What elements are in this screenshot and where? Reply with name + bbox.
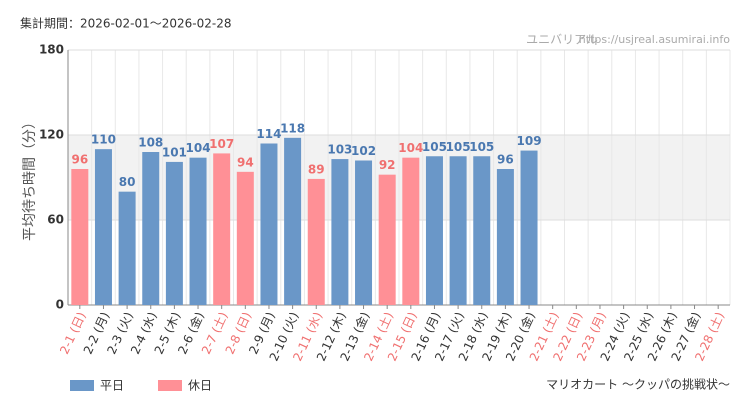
bar <box>284 137 302 305</box>
bar <box>496 169 514 305</box>
y-tick-label: 0 <box>56 298 64 312</box>
value-label: 105 <box>422 140 447 154</box>
source: ユニバリアル <box>526 33 598 47</box>
value-label: 105 <box>469 140 494 154</box>
y-tick-label: 60 <box>47 213 64 227</box>
bar <box>425 156 443 305</box>
bar <box>402 157 420 305</box>
bar <box>473 156 491 305</box>
bar <box>449 156 467 305</box>
legend-swatch <box>158 380 182 391</box>
bar <box>118 191 136 305</box>
value-label: 94 <box>237 155 254 169</box>
value-label: 92 <box>379 158 396 172</box>
bar <box>142 152 160 305</box>
legend-swatch <box>70 380 94 391</box>
bar <box>189 157 207 305</box>
legend-label: 休日 <box>188 379 212 393</box>
value-label: 110 <box>91 133 116 147</box>
bar <box>236 171 254 305</box>
value-label: 109 <box>517 134 542 148</box>
y-tick-label: 120 <box>39 128 64 142</box>
value-label: 89 <box>308 162 325 176</box>
bar <box>307 178 325 305</box>
value-label: 105 <box>446 140 471 154</box>
value-label: 101 <box>162 145 187 159</box>
value-label: 103 <box>327 143 352 157</box>
legend-label: 平日 <box>100 379 124 393</box>
bar <box>165 161 183 305</box>
bar <box>213 153 231 305</box>
y-tick-label: 180 <box>39 43 64 57</box>
bar <box>520 150 538 305</box>
subtitle: マリオカート ～クッパの挑戦状～ <box>546 378 730 392</box>
bar <box>94 149 112 305</box>
period: 集計期間：2026-02-01～2026-02-28 <box>20 16 231 31</box>
value-label: 104 <box>186 141 211 155</box>
value-label: 80 <box>119 175 136 189</box>
y-axis-label: 平均待ち時間（分） <box>22 115 38 241</box>
bar <box>331 159 349 305</box>
bar <box>355 160 373 305</box>
bar <box>71 169 89 305</box>
url: https://usjreal.asumirai.info <box>579 33 730 46</box>
value-label: 102 <box>351 144 376 158</box>
value-label: 114 <box>256 127 281 141</box>
value-label: 96 <box>497 153 514 167</box>
value-label: 118 <box>280 121 305 135</box>
bar <box>260 143 278 305</box>
value-label: 108 <box>138 136 163 150</box>
bar <box>378 174 396 305</box>
value-label: 104 <box>398 141 423 155</box>
value-label: 107 <box>209 137 234 151</box>
value-label: 96 <box>71 153 88 167</box>
